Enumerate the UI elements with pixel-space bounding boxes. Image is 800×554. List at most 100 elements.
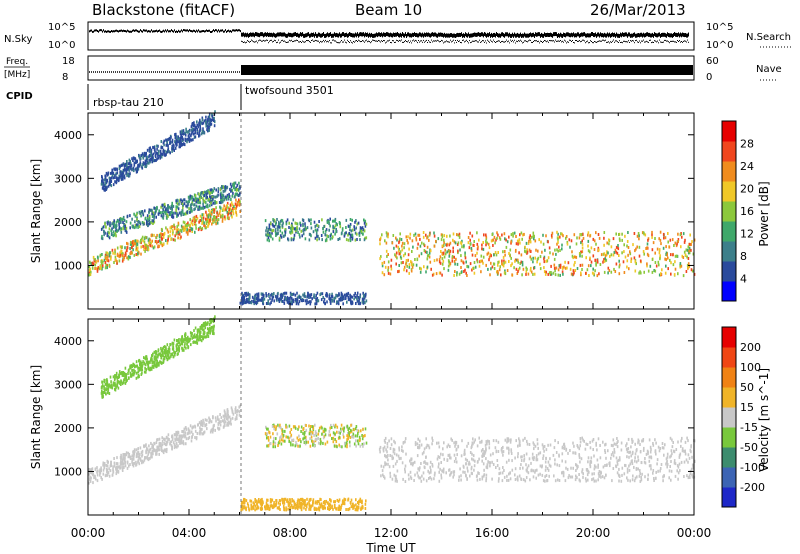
scatter-cell [504,250,506,253]
scatter-cell [481,259,483,263]
scatter-cell [341,231,343,235]
nsky-point [282,32,283,37]
scatter-cell [150,208,152,212]
nsky-point [312,33,313,37]
scatter-cell [106,173,109,177]
nsky-point [183,29,184,31]
nsearch-point [393,40,394,42]
nsky-point [422,32,423,37]
scatter-cell [151,208,153,212]
scatter-cell [118,255,121,259]
scatter-cell [103,178,106,182]
nsky-point [396,32,397,37]
scatter-cell [148,208,151,212]
scatter-cell [156,241,158,245]
scatter-cell [399,237,401,241]
scatter-cell [171,228,174,232]
scatter-cell [126,162,128,166]
scatter-cell [118,222,120,226]
scatter-cell [195,200,198,204]
scatter-cell [156,147,158,151]
nsearch-point [448,41,449,43]
nsky-point [338,33,339,38]
scatter-cell [439,261,442,265]
scatter-cell [120,453,122,457]
nsky-point [499,33,500,38]
nsearch-point [407,41,408,43]
scatter-cell [126,214,129,218]
scatter-cell [681,235,683,239]
nsearch-point [341,40,342,41]
scatter-cell [425,270,427,274]
cpid-entry-1: rbsp-tau 210 [93,96,164,109]
scatter-cell [106,180,108,184]
scatter-cell [114,255,117,259]
scatter-cell [191,202,193,206]
scatter-cell [191,127,194,131]
scatter-cell [147,239,150,243]
scatter-cell [446,243,448,247]
scatter-cell [437,237,440,241]
nsearch-point [510,39,511,41]
scatter-cell [189,194,192,198]
scatter-cell [127,255,130,259]
scatter-cell [351,218,353,222]
scatter-cell [298,233,301,237]
scatter-cell [592,237,595,241]
scatter-cell [163,205,166,209]
nsearch-point [503,41,504,43]
scatter-cell [576,267,579,270]
scatter-cell [235,213,238,217]
scatter-cell [441,257,444,261]
nsearch-point [289,39,290,41]
scatter-cell [618,254,620,257]
scatter-cell [313,220,316,224]
scatter-cell [194,194,197,197]
scatter-cell [108,227,111,231]
scatter-cell [429,260,432,264]
scatter-cell [397,249,400,253]
nsearch-point [243,42,244,43]
scatter-cell [453,240,456,244]
scatter-cell [395,244,398,248]
scatter-cell [153,442,156,446]
nsearch-point [406,41,407,42]
nsearch-point [597,41,598,43]
scatter-cell [175,430,177,434]
scatter-cell [128,168,130,172]
nsky-point [640,32,641,37]
scatter-cell [359,238,361,242]
scatter-cell [118,259,121,263]
nsearch-point [570,39,571,41]
scatter-cell [133,253,136,257]
scatter-cell [121,467,124,471]
scatter-cell [269,231,271,235]
scatter-cell [383,260,386,264]
scatter-cell [677,272,679,276]
nsearch-point [599,40,600,42]
cpid-label: CPID [6,91,33,102]
nsearch-point [273,40,274,42]
scatter-cell [496,270,499,273]
nsearch-point [527,41,528,43]
nsearch-point [537,41,538,43]
scatter-cell [88,467,91,471]
scatter-cell [223,204,225,208]
nsky-point [156,29,157,32]
nsky-point [159,29,160,32]
scatter-cell [171,436,174,440]
scatter-cell [298,300,301,304]
nsky-point [588,33,589,38]
scatter-cell [188,200,190,204]
scatter-cell [324,239,327,243]
scatter-cell [292,238,295,242]
scatter-cell [545,234,547,238]
nsearch-point [573,42,574,43]
scatter-cell [532,234,535,238]
nsky-point [107,30,108,33]
scatter-cell [132,248,134,252]
nsearch-point [413,39,414,41]
scatter-cell [238,405,240,409]
scatter-cell [238,181,240,185]
